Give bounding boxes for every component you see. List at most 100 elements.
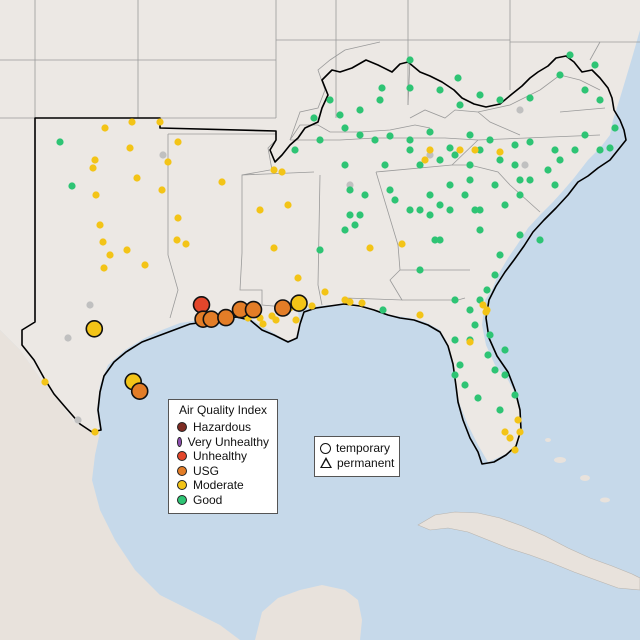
cuba-land	[417, 511, 640, 591]
monitor-dot-good-13	[291, 146, 299, 154]
monitor-dot-good-108	[496, 406, 504, 414]
monitor-dot-moderate-130	[106, 251, 114, 259]
monitor-dot-moderate-123	[133, 174, 141, 182]
monitor-dot-moderate-128	[96, 221, 104, 229]
monitor-dot-moderate-166	[483, 306, 491, 314]
monitor-dot-moderate-173	[41, 378, 49, 386]
monitor-dot-moderate-118	[174, 138, 182, 146]
monitor-dot-good-73	[551, 181, 559, 189]
monitor-dot-moderate-171	[511, 446, 519, 454]
monitor-dot-good-50	[406, 146, 414, 154]
monitor-dot-good-52	[436, 156, 444, 164]
monitor-dot-good-18	[386, 132, 394, 140]
monitor-dot-good-84	[386, 186, 394, 194]
monitor-dot-good-20	[426, 128, 434, 136]
monitor-dot-moderate-167	[466, 338, 474, 346]
monitor-dot-good-51	[416, 161, 424, 169]
monitor-dot-good-49	[454, 74, 462, 82]
monitor-dot-good-54	[466, 161, 474, 169]
monitor-dot-moderate-142	[366, 244, 374, 252]
monitor-dot-good-45	[356, 106, 364, 114]
monitor-dot-good-47	[326, 96, 334, 104]
monitor-dot-good-94	[483, 286, 491, 294]
monitor-dot-moderate-147	[358, 299, 366, 307]
legend-item-moderate: Moderate	[177, 478, 269, 493]
monitor-dot-moderate-161	[471, 146, 479, 154]
monitor-dot-moderate-160	[456, 146, 464, 154]
monitor-dot-moderate-122	[89, 164, 97, 172]
monitor-dot-good-91	[516, 231, 524, 239]
legend-label-permanent: permanent	[337, 455, 395, 470]
monitor-dot-moderate-119	[164, 158, 172, 166]
monitor-temporary-usg-5	[244, 300, 263, 319]
monitor-dot-good-27	[571, 146, 579, 154]
monitor-dot-good-90	[476, 226, 484, 234]
monitor-dot-good-77	[361, 191, 369, 199]
monitor-dot-good-72	[544, 166, 552, 174]
monitor-dot-moderate-164	[479, 301, 487, 309]
monitor-dot-good-15	[341, 124, 349, 132]
monitor-dot-moderate-134	[100, 264, 108, 272]
monitor-dot-good-96	[466, 306, 474, 314]
monitor-dot-moderate-129	[99, 238, 107, 246]
monitor-dot-moderate-136	[270, 166, 278, 174]
monitor-dot-good-79	[356, 211, 364, 219]
monitor-dot-good-28	[581, 131, 589, 139]
monitor-dot-inactive-2	[426, 151, 434, 159]
monitor-dot-good-65	[426, 211, 434, 219]
monitor-dot-inactive-7	[64, 334, 72, 342]
monitor-dot-good-98	[471, 321, 479, 329]
monitor-dot-good-71	[526, 176, 534, 184]
monitor-temporary-usg-3	[217, 308, 235, 327]
monitor-dot-good-40	[456, 101, 464, 109]
monitor-dot-good-62	[426, 191, 434, 199]
monitor-dot-good-12	[310, 114, 318, 122]
monitor-dot-moderate-154	[292, 316, 300, 324]
monitor-dot-moderate-126	[218, 178, 226, 186]
monitor-dot-moderate-169	[516, 428, 524, 436]
monitor-dot-moderate-149	[308, 302, 316, 310]
monitor-dot-good-74	[556, 156, 564, 164]
monitor-dot-inactive-6	[86, 301, 94, 309]
monitor-type-legend: temporary permanent	[314, 436, 400, 477]
monitor-dot-good-59	[491, 181, 499, 189]
monitor-dot-moderate-159	[421, 156, 429, 164]
monitor-dot-good-92	[496, 251, 504, 259]
circle-icon	[320, 442, 331, 454]
monitor-dot-inactive-8	[74, 416, 82, 424]
legend-item-hazardous: Hazardous	[177, 420, 269, 435]
monitor-dot-good-31	[611, 124, 619, 132]
monitor-dot-good-14	[316, 136, 324, 144]
monitor-dot-good-17	[371, 136, 379, 144]
legend-label-moderate: Moderate	[193, 478, 244, 493]
monitor-dot-good-102	[491, 366, 499, 374]
monitor-dot-inactive-0	[159, 151, 167, 159]
monitor-dot-good-109	[511, 391, 519, 399]
monitor-dot-good-76	[346, 186, 354, 194]
monitor-dot-good-67	[461, 191, 469, 199]
monitor-dot-good-42	[406, 84, 414, 92]
monitor-dot-good-53	[451, 151, 459, 159]
monitor-dot-good-23	[486, 136, 494, 144]
monitor-temporary-moderate-8	[85, 319, 104, 338]
monitor-temporary-usg-10	[130, 382, 149, 401]
monitor-dot-good-68	[476, 206, 484, 214]
monitor-dot-good-38	[496, 96, 504, 104]
monitor-temporary-usg-6	[273, 299, 292, 317]
monitor-dot-good-88	[431, 236, 439, 244]
monitor-dot-good-114	[536, 236, 544, 244]
legend-label-usg: USG	[193, 463, 220, 478]
monitor-dot-good-85	[391, 196, 399, 204]
monitor-dot-good-43	[378, 84, 386, 92]
mexico-land	[0, 330, 240, 640]
monitor-dot-good-69	[501, 201, 509, 209]
monitor-dot-good-75	[341, 161, 349, 169]
legend-item-permanent: permanent	[320, 456, 394, 471]
monitor-dot-good-46	[336, 111, 344, 119]
monitor-temporary-usg-2	[202, 310, 221, 329]
monitor-dot-good-35	[591, 61, 599, 69]
monitor-dot-moderate-156	[259, 320, 267, 328]
monitor-dot-good-56	[496, 156, 504, 164]
monitor-dot-good-89	[471, 206, 479, 214]
